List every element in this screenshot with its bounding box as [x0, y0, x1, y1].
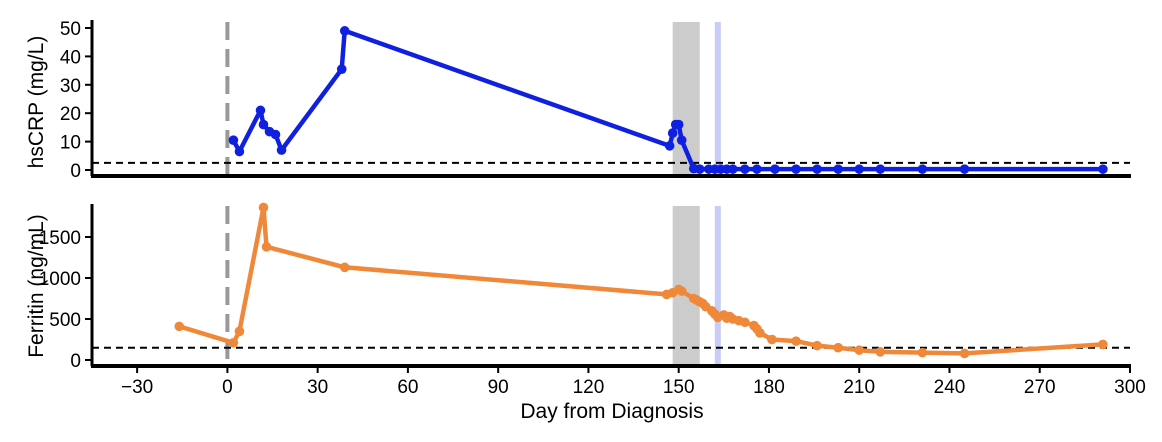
ferritin-axis-title: Ferritin (ng/mL)	[25, 214, 48, 358]
ferritin-data-point	[854, 345, 865, 355]
ferritin-data-point	[234, 326, 245, 337]
x-tick-label: 60	[397, 377, 418, 398]
hscrp-data-point	[664, 141, 675, 151]
ferritin-data-point	[228, 337, 239, 348]
hscrp-data-point	[812, 164, 822, 174]
ferritin-data-point	[959, 348, 970, 359]
hscrp-data-point	[752, 164, 762, 174]
hscrp-data-point	[728, 164, 738, 174]
hscrp-data-point	[676, 135, 687, 145]
ferritin-data-point	[875, 347, 886, 357]
hscrp-data-point	[770, 164, 780, 174]
ferritin-data-point	[833, 342, 843, 353]
x-tick-label: 240	[934, 377, 966, 398]
hscrp-panel: 0 10 20 30 40 50	[60, 19, 1131, 182]
hscrp-y-tick-label: 0	[70, 161, 81, 182]
ferritin-data-point	[1098, 339, 1108, 350]
ferritin-y-tick-label: 1000	[39, 269, 81, 290]
x-tick-label: 30	[307, 377, 328, 398]
x-tick-label: 150	[663, 377, 695, 398]
ferritin-blue-marker-band	[714, 206, 721, 366]
x-tick-label: −30	[121, 377, 153, 398]
hscrp-data-point	[339, 26, 350, 36]
hscrp-data-point	[833, 164, 843, 174]
hscrp-data-point	[673, 119, 684, 130]
hscrp-data-point	[270, 129, 281, 140]
hscrp-data-point	[234, 146, 245, 157]
ferritin-data-point	[917, 347, 928, 358]
x-tick-label: 210	[843, 377, 875, 398]
hscrp-data-point	[258, 119, 269, 130]
ferritin-data-point	[174, 321, 185, 332]
hscrp-data-point	[875, 164, 886, 174]
hscrp-data-point	[694, 164, 705, 174]
x-tick-label: 270	[1024, 377, 1056, 398]
ferritin-y-tick-label: 0	[70, 351, 81, 372]
hscrp-data-point	[791, 164, 801, 174]
hscrp-y-tick-label: 50	[60, 19, 81, 40]
x-axis-title: Day from Diagnosis	[520, 400, 703, 423]
ferritin-panel: 0 500 1000 1500 −30 0 30 60 90 120 150 180 210 240 270…	[39, 202, 1146, 398]
ferritin-data-point	[261, 242, 272, 252]
ferritin-data-point	[791, 336, 801, 346]
ferritin-y-tick-label: 1500	[39, 228, 81, 249]
hscrp-data-point	[667, 128, 678, 138]
hscrp-data-point	[740, 164, 750, 174]
ferritin-data-point	[755, 328, 765, 338]
ferritin-data-point	[676, 286, 687, 296]
x-tick-label: 120	[573, 377, 605, 398]
hscrp-data-point	[228, 135, 239, 145]
x-tick-label: 90	[488, 377, 509, 398]
ferritin-data-point	[767, 334, 777, 345]
ferritin-data-point	[258, 202, 269, 213]
hscrp-data-point	[276, 145, 287, 155]
ferritin-y-tick-label: 500	[49, 310, 81, 331]
hscrp-y-tick-label: 20	[60, 104, 81, 125]
hscrp-y-tick-label: 40	[60, 47, 81, 68]
ferritin-data-point	[740, 317, 750, 328]
ferritin-series-line	[178, 205, 1104, 356]
x-tick-label: 180	[753, 377, 785, 398]
hscrp-axis-title: hsCRP (mg/L)	[25, 36, 48, 169]
ferritin-data-point	[812, 340, 822, 351]
hscrp-data-point	[255, 105, 266, 116]
x-tick-label: 300	[1114, 377, 1146, 398]
hscrp-y-tick-label: 30	[60, 76, 81, 97]
hscrp-data-point	[1098, 164, 1108, 174]
hscrp-data-point	[917, 164, 928, 174]
hscrp-data-point	[959, 164, 970, 174]
hscrp-blue-marker-band	[714, 22, 721, 176]
x-tick-label: 0	[222, 377, 233, 398]
hscrp-data-point	[854, 164, 865, 174]
hscrp-data-point	[336, 64, 347, 74]
ferritin-data-point	[339, 262, 350, 273]
hscrp-y-tick-label: 10	[60, 133, 81, 154]
